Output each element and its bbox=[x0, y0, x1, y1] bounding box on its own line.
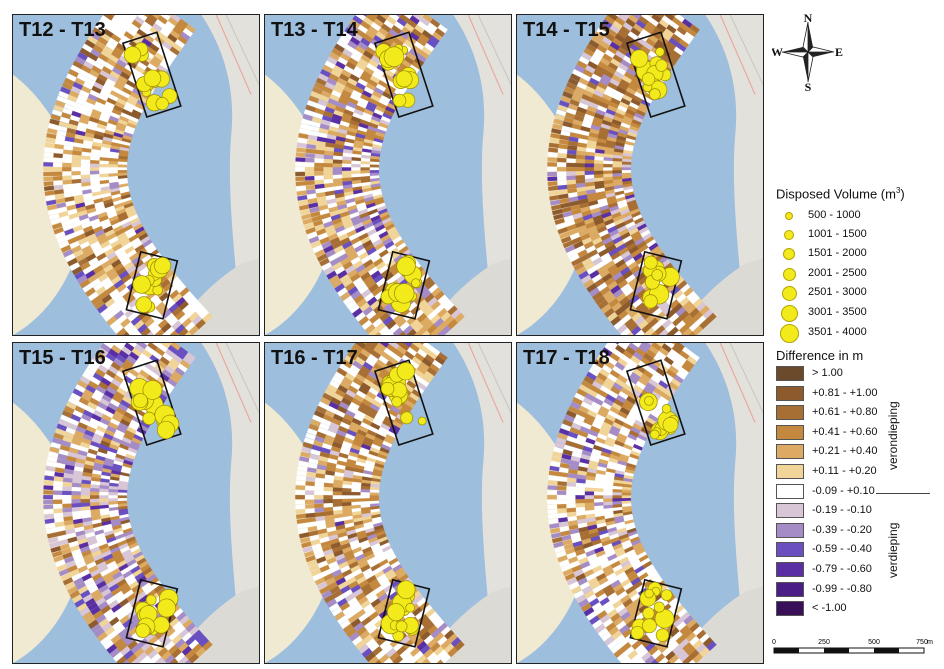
difference-class-label-2: +0.81 - +1.00 bbox=[812, 386, 878, 399]
map-panel-4: T15 - T16 bbox=[12, 342, 260, 664]
volume-symbol-7 bbox=[779, 323, 799, 343]
difference-class-label-8: -0.19 - -0.10 bbox=[812, 504, 872, 517]
scale-tick-0: 0 bbox=[772, 639, 776, 646]
volume-class-label-2: 1001 - 1500 bbox=[808, 228, 867, 240]
map-panel-6: T17 - T18 bbox=[516, 342, 764, 664]
difference-swatch-13 bbox=[776, 601, 804, 617]
scale-tick-250: 250 bbox=[818, 639, 830, 646]
difference-swatch-3 bbox=[776, 405, 804, 421]
difference-class-label-13: < -1.00 bbox=[812, 602, 847, 615]
disposal-area-2 bbox=[377, 578, 431, 648]
map-panel-3: T14 - T15 bbox=[516, 14, 764, 336]
volume-symbol-5 bbox=[781, 285, 797, 301]
disposal-area-1 bbox=[373, 359, 434, 447]
difference-swatch-12 bbox=[776, 581, 804, 597]
difference-class-label-10: -0.59 - -0.40 bbox=[812, 543, 872, 556]
shallowing-label: verondieping bbox=[886, 401, 900, 470]
map-area-5 bbox=[265, 343, 511, 663]
compass-north-label: N bbox=[804, 12, 813, 25]
volume-class-label-3: 1501 - 2000 bbox=[808, 247, 867, 259]
panel-title-2: T13 - T14 bbox=[271, 19, 358, 41]
difference-swatch-7 bbox=[776, 483, 804, 499]
disposal-area-2 bbox=[377, 250, 431, 320]
difference-class-label-7: -0.09 - +0.10 bbox=[812, 484, 875, 497]
north-arrow-icon: N S W E bbox=[772, 12, 843, 92]
map-panel-5: T16 - T17 bbox=[264, 342, 512, 664]
disposal-area-1 bbox=[121, 31, 182, 119]
difference-legend-title: Difference in m bbox=[776, 348, 864, 363]
difference-class-label-11: -0.79 - -0.60 bbox=[812, 563, 872, 575]
map-area-3 bbox=[517, 15, 763, 335]
volume-legend-title-end: ) bbox=[900, 186, 905, 202]
difference-class-label-5: +0.21 - +0.40 bbox=[812, 445, 878, 458]
disposal-area-2 bbox=[125, 250, 179, 320]
volume-class-label-7: 3501 - 4000 bbox=[808, 326, 867, 338]
map-area-6 bbox=[517, 343, 763, 663]
map-panel-2: T13 - T14 bbox=[264, 14, 512, 336]
difference-class-label-3: +0.61 - +0.80 bbox=[812, 406, 878, 419]
volume-legend-title-sup: 3 bbox=[895, 186, 901, 195]
volume-class-label-5: 2501 - 3000 bbox=[808, 286, 867, 298]
panel-title-3: T14 - T15 bbox=[523, 19, 610, 41]
difference-class-label-1: > 1.00 bbox=[812, 367, 843, 379]
difference-swatch-11 bbox=[776, 562, 804, 577]
compass-east-label: E bbox=[835, 45, 843, 59]
difference-swatch-5 bbox=[776, 444, 804, 460]
volume-class-label-6: 3001 - 3500 bbox=[808, 306, 867, 318]
panel-title-1: T12 - T13 bbox=[19, 19, 106, 41]
difference-swatch-8 bbox=[776, 503, 804, 519]
panel-title-6: T17 - T18 bbox=[523, 347, 610, 369]
difference-class-label-6: +0.11 - +0.20 bbox=[812, 465, 877, 477]
volume-class-label-1: 500 - 1000 bbox=[808, 209, 861, 221]
difference-swatch-6 bbox=[776, 464, 804, 479]
panel-title-4: T15 - T16 bbox=[19, 347, 106, 369]
volume-symbol-3 bbox=[783, 248, 795, 260]
difference-class-label-12: -0.99 - -0.80 bbox=[812, 582, 872, 595]
compass-south-label: S bbox=[805, 80, 812, 92]
legend-separator bbox=[876, 493, 930, 494]
difference-class-label-4: +0.41 - +0.60 bbox=[812, 425, 878, 438]
disposal-area-1 bbox=[625, 359, 686, 447]
disposal-area-2 bbox=[629, 578, 683, 648]
difference-swatch-4 bbox=[776, 424, 804, 440]
panel-title-5: T16 - T17 bbox=[271, 347, 358, 369]
volume-class-label-4: 2001 - 2500 bbox=[808, 267, 867, 279]
compass-west-label: W bbox=[772, 45, 783, 59]
volume-symbol-2 bbox=[784, 230, 794, 240]
volume-symbol-1 bbox=[785, 212, 793, 220]
disposal-area-1 bbox=[625, 31, 686, 119]
disposal-area-1 bbox=[373, 31, 434, 119]
disposal-area-2 bbox=[125, 578, 179, 648]
map-area-2 bbox=[265, 15, 511, 335]
scale-bar: 0 250 500 750 m bbox=[772, 639, 933, 654]
deepening-label: verdieping bbox=[886, 522, 900, 578]
volume-symbol-6 bbox=[780, 304, 798, 322]
difference-class-label-9: -0.39 - -0.20 bbox=[812, 523, 872, 536]
volume-legend-title-text: Disposed Volume (m bbox=[776, 186, 896, 202]
scale-tick-500: 500 bbox=[868, 639, 880, 646]
volume-symbol-4 bbox=[782, 267, 796, 281]
difference-swatch-2 bbox=[776, 385, 804, 401]
disposal-area-2 bbox=[629, 250, 683, 320]
difference-swatch-1 bbox=[776, 366, 804, 381]
map-panel-1: T12 - T13 bbox=[12, 14, 260, 336]
scale-tick-750: 750 bbox=[916, 639, 928, 646]
difference-swatch-10 bbox=[776, 542, 804, 558]
volume-legend-title: Disposed Volume (m3) bbox=[776, 186, 905, 201]
map-area-1 bbox=[13, 15, 259, 335]
difference-swatch-9 bbox=[776, 522, 804, 538]
disposal-area-1 bbox=[121, 359, 182, 447]
map-area-4 bbox=[13, 343, 259, 663]
scale-unit: m bbox=[927, 639, 933, 646]
